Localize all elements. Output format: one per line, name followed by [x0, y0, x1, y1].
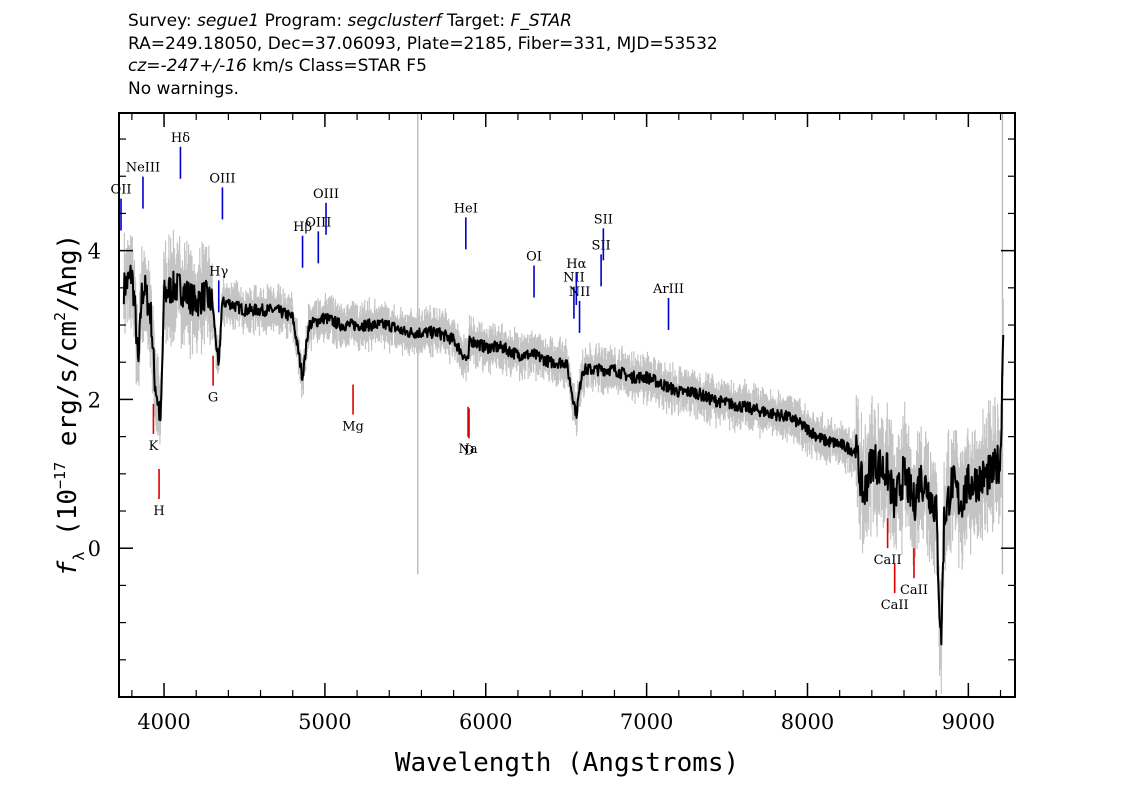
header-line-survey: Survey: segue1 Program: segclusterf Targ… [128, 10, 718, 33]
x-tick-label: 7000 [620, 710, 673, 734]
x-tick-label: 8000 [781, 710, 834, 734]
emission-line-label: OIII [313, 187, 339, 202]
class-text: km/s Class=STAR F5 [246, 56, 427, 76]
emission-line-label: Hδ [171, 131, 190, 146]
target-value: F_STAR [510, 11, 572, 31]
x-tick-label: 9000 [942, 710, 995, 734]
spectral-line-markers: OIINeIIIHδHγOIIIHβOIIIOIIIHeIOINIIHαNIIS… [111, 131, 928, 613]
emission-line-label: NeIII [126, 161, 160, 176]
emission-line-label: OII [111, 183, 132, 198]
emission-line-label: OIII [305, 215, 331, 230]
y-tick-label: 4 [88, 240, 101, 264]
header-line-coordinates: RA=249.18050, Dec=37.06093, Plate=2185, … [128, 33, 718, 54]
flux-line [122, 264, 1005, 646]
absorption-line-label: CaII [900, 583, 928, 598]
y-tick-label: 0 [88, 537, 101, 561]
x-axis-title: Wavelength (Angstroms) [395, 748, 739, 778]
cz-value: -247+/-16 [160, 56, 247, 76]
y-axis-title: fλ (10−17 erg/s/cm2/Ang) [51, 234, 88, 577]
emission-line-label: SII [592, 238, 611, 253]
absorption-line-label: Na [458, 442, 477, 457]
target-label: Target: [446, 11, 506, 31]
survey-label: Survey: [128, 11, 192, 31]
absorption-line-label: G [208, 391, 218, 406]
emission-line-label: OI [526, 250, 542, 265]
x-tick-label: 6000 [459, 710, 512, 734]
emission-line-label: NII [563, 271, 585, 286]
emission-line-label: Hγ [209, 264, 228, 279]
x-tick-label: 4000 [137, 710, 190, 734]
plot-frame [118, 112, 1016, 698]
emission-line-label: SII [594, 212, 613, 227]
emission-line-label: Hα [566, 257, 586, 272]
axis-ticks: 4000 5000 6000 7000 8000 9000 0 2 4 [88, 113, 1015, 734]
program-value: segclusterf [347, 11, 442, 31]
emission-line-label: OIII [209, 171, 235, 186]
absorption-line-label: K [149, 439, 159, 454]
header-line-redshift: cz=-247+/-16 km/s Class=STAR F5 [128, 55, 718, 78]
emission-line-label: Hβ [293, 220, 312, 235]
spectrum-header: Survey: segue1 Program: segclusterf Targ… [128, 10, 718, 100]
absorption-line-label: Mg [342, 420, 364, 435]
absorption-line-label: CaII [874, 553, 902, 568]
header-line-warnings: No warnings. [128, 78, 239, 99]
x-tick-label: 5000 [298, 710, 351, 734]
emission-line-label: HeI [454, 201, 478, 216]
absorption-line-label: D [464, 443, 474, 458]
absorption-line-label: H [153, 504, 164, 519]
emission-line-label: NII [569, 285, 591, 300]
y-tick-label: 2 [88, 388, 101, 412]
survey-value: segue1 [197, 11, 260, 31]
cz-label: cz= [128, 56, 161, 76]
absorption-line-label: CaII [881, 598, 909, 613]
flux-series [122, 264, 1005, 646]
emission-line-label: ArIII [652, 282, 684, 297]
program-label: Program: [264, 11, 343, 31]
